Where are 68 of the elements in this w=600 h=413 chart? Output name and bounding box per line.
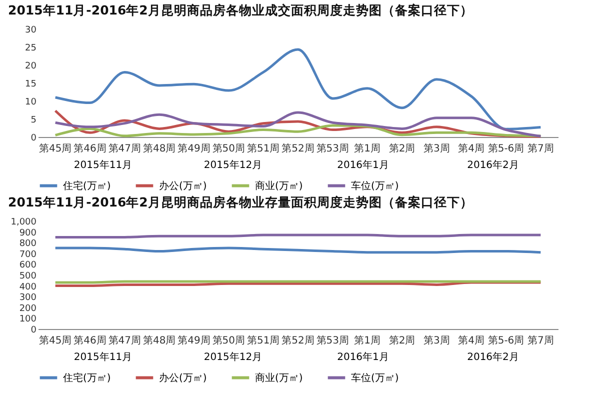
y-tick-label: 700 <box>19 250 37 260</box>
y-tick-label: 5 <box>30 116 36 126</box>
x-tick-label: 第48周 <box>142 142 176 154</box>
x-tick-label: 第50周 <box>212 142 246 154</box>
y-tick-label: 1,000 <box>10 218 37 228</box>
x-tick-label: 第53周 <box>316 142 350 154</box>
text: 2015年11月 <box>74 351 132 363</box>
x-tick-label: 第47周 <box>108 334 142 346</box>
x-tick-label: 第1周 <box>354 334 381 346</box>
legend-label: 商业(万㎡) <box>255 180 303 192</box>
x-tick-label: 第45周 <box>38 142 72 154</box>
y-tick-label: 20 <box>25 62 37 72</box>
y-tick-label: 0 <box>30 134 37 144</box>
legend-label: 车位(万㎡) <box>351 372 399 384</box>
x-tick-label: 第52周 <box>282 142 314 154</box>
y-tick-label: 10 <box>25 98 37 108</box>
y-tick-label: 0 <box>30 326 37 336</box>
y-tick-label: 30 <box>25 26 37 36</box>
y-tick-label: 100 <box>19 314 37 325</box>
legend-label: 住宅(万㎡) <box>63 372 111 384</box>
legend-label: 办公(万㎡) <box>159 180 207 192</box>
line-series <box>54 124 542 138</box>
x-tick-label: 第50周 <box>212 334 246 346</box>
x-tick-label: 第7周 <box>527 334 554 346</box>
x-tick-label: 第7周 <box>527 142 554 154</box>
text: 2016年1月 <box>337 351 389 363</box>
legend-label: 车位(万㎡) <box>351 180 399 192</box>
x-tick-label: 第51周 <box>246 334 280 346</box>
x-tick-label: 第48周 <box>142 334 176 346</box>
x-tick-label: 第5-6周 <box>488 334 524 346</box>
x-tick-label: 第51周 <box>246 142 280 154</box>
x-tick-label: 第3周 <box>423 142 450 154</box>
legend-label: 住宅(万㎡) <box>63 180 111 192</box>
y-tick-label: 900 <box>19 228 37 238</box>
chart-title: 2015年11月-2016年2月昆明商品房各物业成交面积周度走势图（备案口径下） <box>8 2 473 18</box>
y-tick-label: 200 <box>19 304 37 314</box>
x-tick-label: 第5-6周 <box>488 142 524 154</box>
text: 2016年1月 <box>337 159 389 171</box>
x-tick-label: 第2周 <box>388 334 416 346</box>
x-tick-label: 第46周 <box>74 334 106 346</box>
y-tick-label: 25 <box>25 44 36 54</box>
legend-label: 办公(万㎡) <box>159 372 207 384</box>
x-tick-label: 第4周 <box>458 142 485 154</box>
y-tick-label: 400 <box>19 282 37 292</box>
x-tick-label: 第52周 <box>282 334 314 346</box>
x-tick-label: 第1周 <box>354 142 381 154</box>
y-tick-label: 300 <box>19 293 37 304</box>
text: 2016年2月 <box>467 351 519 363</box>
x-tick-label: 第3周 <box>423 334 450 346</box>
y-tick-label: 600 <box>19 260 37 271</box>
x-tick-label: 第49周 <box>178 334 210 346</box>
legend-label: 商业(万㎡) <box>255 372 303 384</box>
x-tick-label: 第49周 <box>178 142 210 154</box>
y-tick-label: 800 <box>19 239 37 250</box>
x-tick-label: 第47周 <box>108 142 142 154</box>
line-series <box>54 48 542 130</box>
x-tick-label: 第4周 <box>458 334 485 346</box>
text: 2015年12月 <box>204 159 262 171</box>
x-tick-label: 第53周 <box>316 334 350 346</box>
chart-title: 2015年11月-2016年2月昆明商品房各物业存量面积周度走势图（备案口径下） <box>8 194 473 210</box>
y-tick-label: 15 <box>25 80 36 90</box>
text: 2015年11月 <box>74 159 132 171</box>
x-tick-label: 第46周 <box>74 142 106 154</box>
text: 2016年2月 <box>467 159 519 171</box>
y-tick-label: 500 <box>19 272 37 282</box>
x-tick-label: 第2周 <box>388 142 416 154</box>
text: 2015年12月 <box>204 351 262 363</box>
x-tick-label: 第45周 <box>38 334 72 346</box>
